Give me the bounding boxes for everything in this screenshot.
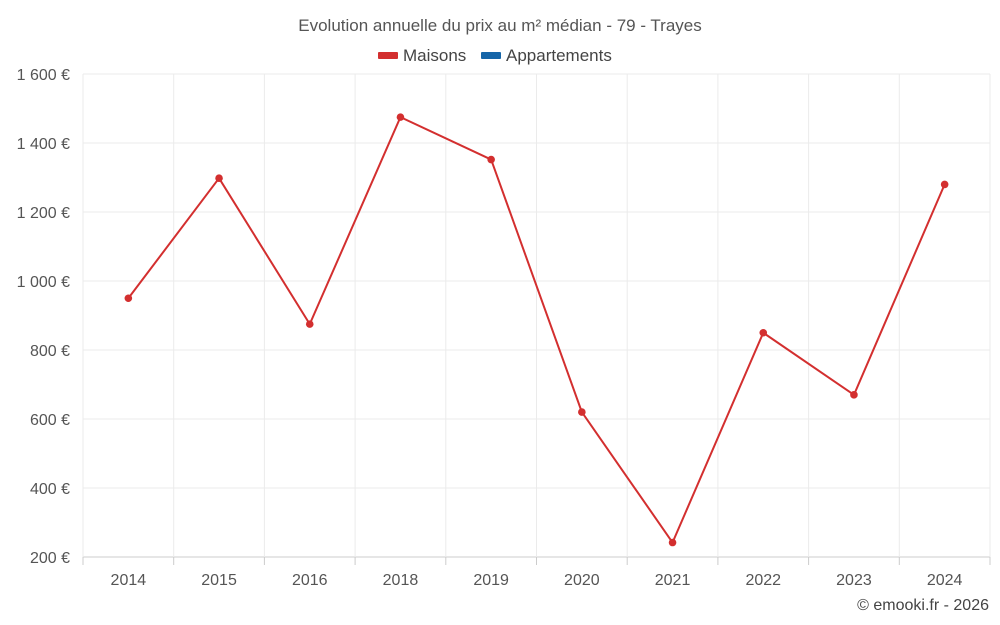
data-point-2022[interactable] xyxy=(759,328,768,337)
legend-item-appartements[interactable]: Appartements xyxy=(481,46,612,65)
data-point-2015[interactable] xyxy=(215,174,223,182)
data-point-2021[interactable] xyxy=(668,538,677,547)
data-point-2014[interactable] xyxy=(124,294,133,303)
x-tick-label: 2024 xyxy=(927,572,963,589)
data-point-2018[interactable] xyxy=(396,113,405,121)
y-tick-label: 1 600 € xyxy=(17,67,70,84)
x-tick-label: 2015 xyxy=(201,572,237,589)
y-tick-label: 1 400 € xyxy=(17,136,70,153)
y-tick-label: 800 € xyxy=(30,343,70,360)
y-tick-label: 600 € xyxy=(30,412,70,429)
x-tick-label: 2014 xyxy=(111,572,147,589)
chart-title: Evolution annuelle du prix au m² médian … xyxy=(298,16,701,35)
y-axis-labels: 1 600 € 1 400 € 1 200 € 1 000 € 800 € 600 € 40… xyxy=(17,67,70,567)
legend-swatch-appartements xyxy=(481,52,501,59)
y-tick-label: 200 € xyxy=(30,550,70,567)
x-tick-label: 2020 xyxy=(564,572,600,589)
y-tick-label: 400 € xyxy=(30,481,70,498)
credit: © emooki.fr - 2026 xyxy=(857,597,989,614)
x-tick-label: 2022 xyxy=(745,572,781,589)
data-point-2019[interactable] xyxy=(487,155,495,164)
x-tick-label: 2019 xyxy=(473,572,509,589)
y-tick-label: 1 000 € xyxy=(17,274,70,291)
series-line-maisons xyxy=(127,116,946,544)
grid xyxy=(82,73,991,565)
data-point-2020[interactable] xyxy=(578,408,586,416)
legend-swatch-maisons xyxy=(378,52,398,59)
data-point-2024[interactable] xyxy=(940,180,949,189)
y-tick-label: 1 200 € xyxy=(17,205,70,222)
legend-item-maisons[interactable]: Maisons xyxy=(378,46,466,65)
series-maisons xyxy=(124,113,949,547)
data-point-2023[interactable] xyxy=(850,391,858,399)
x-axis-labels: 2014 2015 2016 2018 2019 2020 2021 2022 2023 2024 xyxy=(111,572,963,589)
legend-label-appartements: Appartements xyxy=(506,46,612,65)
x-tick-label: 2018 xyxy=(383,572,419,589)
x-tick-label: 2023 xyxy=(836,572,872,589)
legend-label-maisons: Maisons xyxy=(403,46,466,65)
x-tick-label: 2016 xyxy=(292,572,328,589)
x-tick-label: 2021 xyxy=(655,572,691,589)
data-point-2016[interactable] xyxy=(305,320,314,328)
legend: Maisons Appartements xyxy=(378,46,612,65)
